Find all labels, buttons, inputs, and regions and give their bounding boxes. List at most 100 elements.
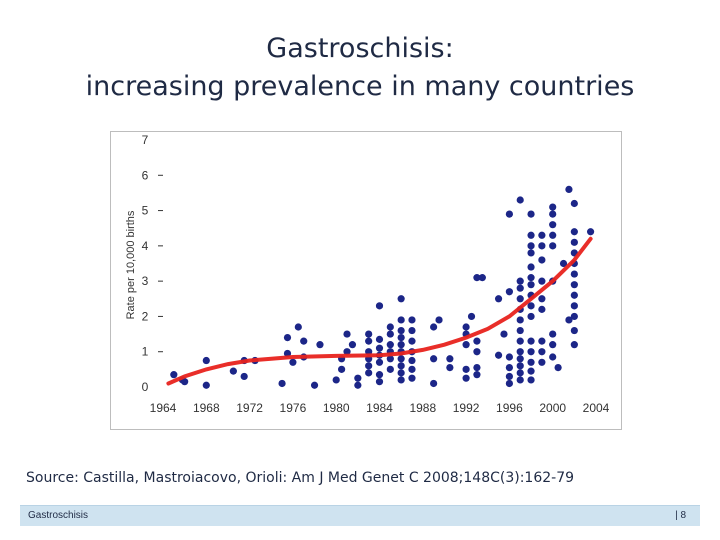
data-point: [446, 355, 454, 363]
data-point: [538, 231, 546, 239]
data-point: [554, 363, 562, 372]
data-point: [549, 330, 557, 338]
data-point: [408, 356, 416, 365]
data-point: [435, 316, 443, 324]
data-point: [467, 312, 476, 321]
data-point: [527, 312, 535, 321]
prevalence-scatter-chart: Rate per 10,000 births 0 1 2 3 4 5 6 7 1964 1968…: [125, 133, 610, 415]
data-point: [386, 330, 394, 338]
data-point: [365, 362, 373, 370]
data-point: [462, 323, 470, 331]
data-point: [289, 358, 297, 366]
data-point: [408, 337, 416, 345]
data-point: [408, 316, 416, 324]
data-point: [300, 337, 308, 345]
data-point: [473, 371, 481, 379]
data-point: [516, 362, 524, 370]
slide-title: Gastroschisis: increasing prevalence in …: [0, 30, 720, 106]
data-point: [408, 374, 416, 382]
data-point: [375, 335, 384, 343]
data-point: [516, 196, 524, 204]
data-point: [348, 341, 357, 349]
data-point: [516, 284, 524, 292]
x-tick-label: 1976: [280, 401, 307, 415]
data-point: [527, 337, 535, 345]
data-point: [570, 238, 578, 246]
data-point: [570, 270, 578, 278]
data-point: [549, 210, 557, 218]
data-point: [430, 355, 438, 363]
data-point: [202, 356, 210, 365]
data-point: [294, 323, 302, 331]
y-tick-label: 3: [142, 274, 149, 288]
data-point: [473, 274, 481, 282]
footer-label: Gastroschisis: [28, 510, 89, 521]
data-point: [240, 372, 248, 381]
data-point: [538, 242, 546, 250]
y-tick-label: 6: [142, 168, 149, 182]
data-point: [527, 367, 535, 375]
data-point: [283, 334, 292, 342]
source-citation: Source: Castilla, Mastroiacovo, Orioli: …: [26, 470, 575, 486]
data-point: [462, 341, 470, 349]
y-tick-label: 4: [142, 239, 149, 253]
data-point: [505, 288, 513, 296]
data-point: [516, 355, 524, 363]
data-point: [354, 381, 362, 389]
data-point: [505, 379, 513, 388]
data-point: [527, 302, 535, 310]
chart-frame: Rate per 10,000 births 0 1 2 3 4 5 6 7 1964 1968…: [110, 131, 622, 430]
data-point: [397, 369, 405, 377]
data-point: [430, 379, 438, 388]
data-point: [538, 295, 546, 303]
data-point: [397, 326, 405, 335]
data-point: [397, 334, 405, 342]
data-point: [538, 277, 546, 285]
data-point: [473, 337, 481, 345]
footer-bar: Gastroschisis | 8: [20, 505, 700, 526]
data-point: [278, 379, 286, 388]
x-tick-label: 1972: [236, 401, 263, 415]
data-point: [375, 358, 384, 366]
x-tick-label: 1988: [409, 401, 436, 415]
data-point: [283, 349, 292, 358]
data-point: [397, 362, 405, 370]
data-point: [397, 355, 405, 363]
page-number: | 8: [675, 510, 686, 521]
data-point: [570, 326, 578, 335]
trend-line: [166, 236, 593, 386]
y-tick-label: 7: [142, 133, 149, 147]
y-tick-label: 1: [142, 345, 149, 359]
data-point: [570, 341, 578, 349]
data-point: [430, 323, 438, 331]
x-tick-label: 1964: [150, 401, 177, 415]
data-point: [570, 302, 578, 310]
data-point: [516, 348, 524, 356]
y-tick-label: 5: [142, 204, 149, 218]
data-point: [365, 330, 373, 338]
y-tick-label: 2: [142, 309, 149, 323]
data-point: [375, 371, 384, 379]
data-point: [473, 348, 481, 356]
data-point: [494, 351, 503, 359]
data-point: [516, 376, 524, 384]
data-point: [565, 185, 573, 193]
x-tick-label: 1968: [193, 401, 220, 415]
data-point: [386, 365, 394, 373]
title-line-2: increasing prevalence in many countries: [85, 71, 635, 102]
data-point: [397, 316, 405, 324]
data-point: [527, 263, 535, 271]
data-point: [365, 369, 373, 377]
data-point: [462, 374, 470, 382]
x-tick-label: 1980: [323, 401, 350, 415]
data-point: [516, 316, 524, 324]
data-point: [316, 341, 324, 349]
data-point: [527, 358, 535, 366]
x-tick-label: 1996: [496, 401, 523, 415]
data-point: [516, 295, 524, 303]
data-point: [505, 363, 513, 372]
data-point: [549, 353, 557, 361]
data-point: [570, 312, 578, 321]
data-point: [386, 341, 394, 349]
data-point: [446, 363, 454, 372]
